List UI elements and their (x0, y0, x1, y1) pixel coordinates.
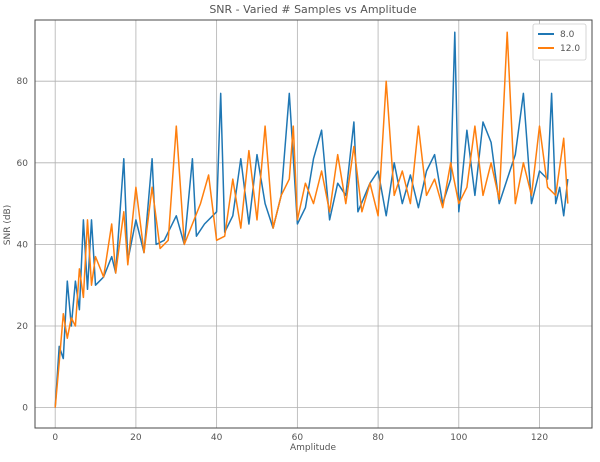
plot-frame (34, 19, 593, 429)
y-tick-label: 60 (17, 159, 29, 169)
x-tick-label: 120 (531, 433, 548, 443)
grid (35, 20, 592, 428)
x-tick-label: 80 (372, 433, 384, 443)
legend-label: 8.0 (560, 30, 575, 40)
y-axis-label: SNR (dB) (3, 205, 13, 245)
axis-ticks: 0 20 40 60 80 100 120 0 20 40 60 80 (17, 77, 549, 443)
y-tick-label: 80 (17, 77, 29, 87)
legend-label: 12.0 (560, 44, 580, 54)
x-tick-label: 0 (52, 433, 58, 443)
x-tick-label: 60 (292, 433, 304, 443)
y-tick-label: 40 (17, 240, 29, 250)
series-layer (54, 31, 569, 408)
x-tick-label: 20 (130, 433, 142, 443)
x-tick-label: 100 (450, 433, 467, 443)
series-line-0 (54, 31, 569, 408)
legend: 8.0 12.0 (532, 23, 587, 61)
y-tick-label: 0 (22, 404, 28, 414)
series-line-1 (54, 31, 569, 408)
x-tick-label: 40 (211, 433, 223, 443)
chart-title: SNR - Varied # Samples vs Amplitude (209, 3, 417, 16)
y-tick-label: 20 (17, 322, 29, 332)
x-axis-label: Amplitude (290, 443, 337, 453)
